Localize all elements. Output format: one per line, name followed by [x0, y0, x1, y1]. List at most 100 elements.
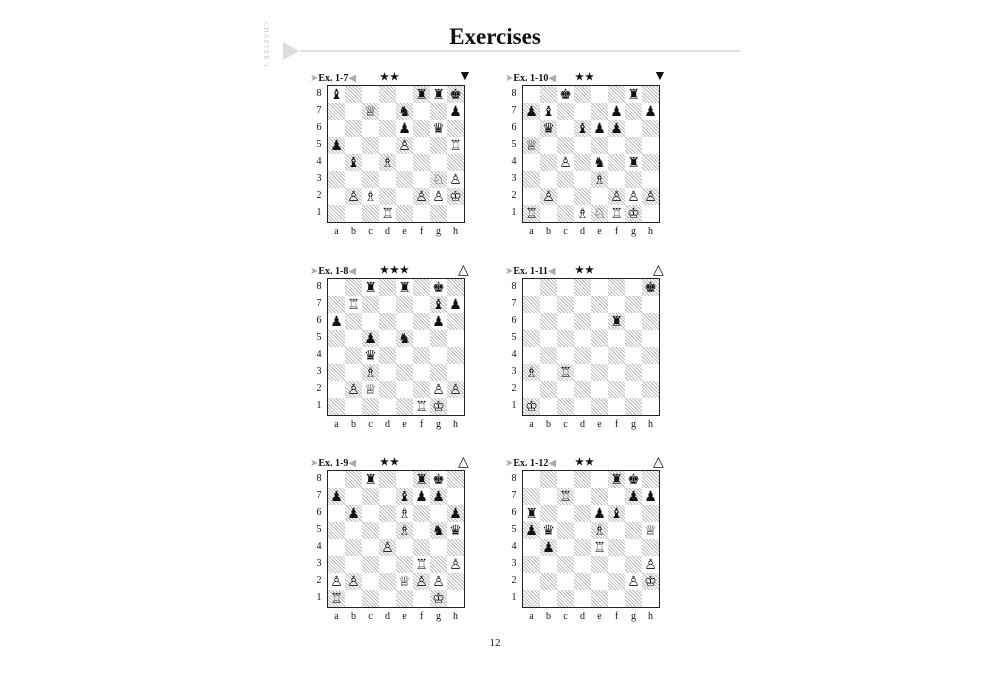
- rank-label: 1: [511, 592, 517, 603]
- square-h5: ♛: [447, 522, 464, 539]
- file-label: g: [631, 611, 636, 622]
- rank-label: 5: [316, 139, 322, 150]
- square-g4: [625, 347, 642, 364]
- black-pawn-icon: ♟: [593, 120, 606, 137]
- rank-labels: 8 7 6 5 4 3 2 1: [314, 278, 324, 414]
- square-g8: ♜: [430, 86, 447, 103]
- rank-label: 2: [316, 190, 322, 201]
- square-h8: ♚: [642, 279, 659, 296]
- square-a2: [523, 188, 540, 205]
- white-queen-icon: ♕: [644, 522, 657, 539]
- arrow-left-icon: ◀: [348, 266, 357, 277]
- square-f6: [413, 120, 430, 137]
- square-a7: [523, 488, 540, 505]
- square-g1: [625, 398, 642, 415]
- white-rook-icon: ♖: [559, 364, 572, 381]
- rank-label: 2: [316, 383, 322, 394]
- square-d5: [379, 522, 396, 539]
- square-b1: [540, 398, 557, 415]
- square-d7: [574, 103, 591, 120]
- rank-label: 3: [316, 558, 322, 569]
- square-b3: [540, 556, 557, 573]
- square-e2: [396, 381, 413, 398]
- white-pawn-icon: ♙: [449, 171, 462, 188]
- black-queen-icon: ♛: [542, 120, 555, 137]
- square-h5: ♕: [642, 522, 659, 539]
- square-h2: ♙: [642, 188, 659, 205]
- arrow-right-icon: ➤: [310, 73, 319, 84]
- black-bishop-icon: ♝: [576, 120, 589, 137]
- square-a3: [328, 171, 345, 188]
- square-d1: ♗: [574, 205, 591, 222]
- square-c3: [362, 556, 379, 573]
- square-e5: [591, 137, 608, 154]
- square-g5: [430, 137, 447, 154]
- black-king-icon: ♚: [644, 279, 657, 296]
- square-d2: [574, 381, 591, 398]
- rank-label: 3: [316, 366, 322, 377]
- file-label: a: [529, 226, 534, 237]
- difficulty-stars: ★★: [380, 457, 400, 468]
- square-h1: [447, 205, 464, 222]
- exercise-header: ➤Ex. 1-12◀ ★★ △: [505, 455, 665, 471]
- square-d3: [574, 171, 591, 188]
- title-rule-arrow: [283, 42, 299, 60]
- square-f1: ♖: [608, 205, 625, 222]
- white-pawn-icon: ♙: [542, 188, 555, 205]
- square-b8: [540, 279, 557, 296]
- exercise-id-wrap: ➤Ex. 1-9◀: [310, 458, 356, 469]
- arrow-right-icon: ➤: [505, 458, 514, 469]
- square-g8: ♚: [430, 471, 447, 488]
- black-pawn-icon: ♟: [432, 488, 445, 505]
- square-h7: ♟: [447, 296, 464, 313]
- square-a8: [328, 471, 345, 488]
- white-king-icon: ♔: [525, 398, 538, 415]
- square-g6: [625, 313, 642, 330]
- white-pawn-icon: ♙: [644, 188, 657, 205]
- square-d6: [379, 120, 396, 137]
- square-d5: [379, 137, 396, 154]
- file-label: a: [334, 419, 339, 430]
- square-e8: ♜: [396, 279, 413, 296]
- square-c6: [362, 120, 379, 137]
- page-title: Exercises: [449, 24, 541, 49]
- square-b2: [540, 573, 557, 590]
- square-c8: [362, 86, 379, 103]
- square-a5: ♟: [523, 522, 540, 539]
- square-g3: [625, 556, 642, 573]
- white-to-move-icon: △: [458, 455, 469, 470]
- file-label: e: [402, 611, 407, 622]
- square-b2: ♙: [345, 188, 362, 205]
- square-f4: [608, 539, 625, 556]
- square-f6: [413, 505, 430, 522]
- square-c3: ♖: [557, 364, 574, 381]
- square-e8: [591, 471, 608, 488]
- difficulty-stars: ★★: [575, 457, 595, 468]
- square-e2: ♕: [396, 573, 413, 590]
- square-d3: [574, 364, 591, 381]
- square-c5: [362, 522, 379, 539]
- chess-board: ♚ ♜ ♗ ♖ ♔: [522, 278, 660, 416]
- square-b7: [540, 488, 557, 505]
- black-bishop-icon: ♝: [398, 488, 411, 505]
- white-bishop-icon: ♗: [381, 154, 394, 171]
- file-label: b: [351, 226, 356, 237]
- square-f6: [413, 313, 430, 330]
- rank-label: 4: [316, 349, 322, 360]
- square-f4: [608, 154, 625, 171]
- rank-label: 5: [511, 524, 517, 535]
- rank-label: 6: [316, 122, 322, 133]
- square-b1: [540, 590, 557, 607]
- black-bishop-icon: ♝: [330, 86, 343, 103]
- square-a7: [328, 103, 345, 120]
- square-g5: [625, 330, 642, 347]
- white-queen-icon: ♕: [364, 103, 377, 120]
- white-pawn-icon: ♙: [415, 573, 428, 590]
- black-queen-icon: ♛: [449, 522, 462, 539]
- square-e4: [396, 154, 413, 171]
- white-pawn-icon: ♙: [644, 556, 657, 573]
- white-king-icon: ♔: [449, 188, 462, 205]
- exercise-id: Ex. 1-11: [513, 266, 548, 277]
- exercise-id-wrap: ➤Ex. 1-10◀: [505, 73, 556, 84]
- white-queen-icon: ♕: [364, 381, 377, 398]
